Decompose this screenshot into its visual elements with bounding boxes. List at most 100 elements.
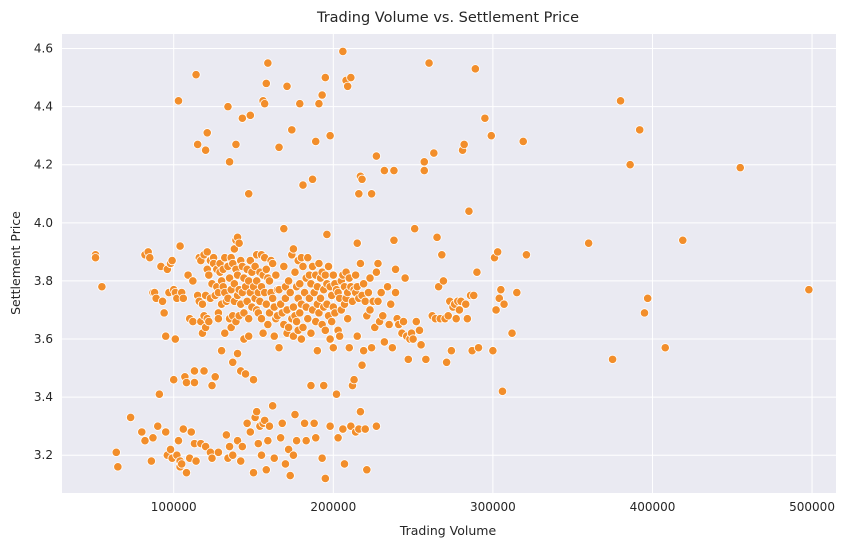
- tick-labels: 100000 200000 300000 400000 500000 3.2 3.4 3.6 3…: [34, 42, 835, 514]
- data-point: [296, 334, 306, 344]
- data-point: [181, 468, 192, 478]
- data-point: [314, 99, 324, 109]
- data-point: [223, 102, 233, 112]
- data-point: [245, 110, 255, 120]
- data-point: [328, 343, 338, 353]
- data-point: [253, 439, 263, 449]
- data-point: [442, 357, 452, 367]
- data-point: [236, 456, 246, 466]
- data-point: [201, 145, 211, 155]
- data-point: [615, 96, 626, 106]
- data-point: [376, 287, 386, 298]
- data-point: [349, 375, 359, 385]
- data-point: [389, 235, 399, 245]
- data-point: [287, 125, 297, 135]
- data-point: [274, 142, 284, 152]
- data-point: [333, 433, 343, 443]
- data-point: [234, 238, 244, 248]
- y-tick-label: 3.6: [34, 332, 53, 346]
- data-point: [320, 72, 330, 83]
- data-point: [486, 131, 496, 141]
- data-point: [309, 418, 319, 428]
- data-point: [437, 250, 447, 260]
- data-point: [271, 270, 281, 280]
- x-tick-label: 100000: [151, 500, 197, 514]
- data-point: [295, 99, 305, 109]
- data-point: [320, 270, 330, 280]
- data-point: [491, 305, 501, 315]
- data-point: [357, 174, 367, 184]
- data-point: [298, 322, 308, 333]
- y-tick-label: 3.4: [34, 390, 53, 404]
- data-point: [169, 375, 179, 385]
- data-point: [306, 380, 316, 391]
- data-point: [343, 314, 353, 324]
- x-tick-label: 300000: [470, 500, 516, 514]
- data-point: [248, 468, 259, 478]
- data-point: [186, 427, 196, 437]
- data-point: [462, 314, 472, 324]
- data-point: [213, 447, 223, 457]
- data-point: [438, 276, 449, 286]
- data-point: [261, 78, 271, 88]
- y-tick-label: 3.8: [34, 274, 53, 288]
- data-point: [295, 308, 305, 318]
- data-point: [400, 273, 410, 283]
- data-point: [188, 276, 198, 286]
- data-point: [111, 447, 121, 457]
- data-point: [175, 241, 185, 251]
- data-point: [387, 343, 397, 353]
- data-point: [268, 258, 278, 269]
- data-point: [390, 264, 401, 274]
- data-point: [461, 299, 471, 309]
- data-point: [507, 328, 517, 338]
- data-point: [344, 343, 354, 353]
- data-point: [258, 328, 268, 338]
- data-point: [189, 366, 200, 376]
- data-point: [497, 386, 508, 396]
- data-point: [193, 139, 203, 149]
- data-point: [260, 99, 270, 109]
- data-point: [290, 267, 300, 277]
- data-point: [285, 287, 295, 298]
- data-point: [256, 314, 267, 324]
- data-point: [137, 427, 147, 437]
- data-point: [421, 354, 431, 364]
- data-point: [256, 450, 267, 460]
- data-point: [325, 334, 335, 344]
- data-point: [311, 433, 321, 443]
- data-point: [328, 270, 338, 280]
- data-point: [303, 253, 313, 263]
- data-point: [355, 407, 366, 417]
- data-point: [488, 346, 498, 356]
- data-point: [221, 430, 231, 440]
- data-point: [204, 270, 214, 280]
- data-point: [365, 273, 375, 283]
- data-point: [346, 72, 356, 83]
- data-point: [269, 331, 279, 341]
- data-point: [90, 253, 101, 263]
- data-point: [408, 334, 418, 344]
- data-point: [244, 314, 254, 324]
- data-point: [261, 465, 271, 475]
- data-point: [285, 470, 295, 481]
- data-point: [146, 456, 156, 466]
- data-point: [411, 317, 421, 327]
- data-point: [263, 58, 273, 68]
- data-point: [216, 346, 227, 356]
- data-point: [325, 421, 335, 431]
- data-point: [521, 250, 532, 260]
- data-point: [178, 293, 188, 303]
- data-point: [446, 346, 456, 356]
- data-point: [325, 131, 335, 141]
- data-point: [382, 282, 393, 292]
- x-tick-label: 500000: [789, 500, 835, 514]
- data-point: [496, 285, 506, 295]
- data-point: [327, 317, 337, 327]
- data-point: [240, 369, 251, 379]
- data-point: [224, 441, 235, 452]
- data-point: [263, 319, 273, 330]
- data-point: [97, 282, 107, 292]
- data-point: [643, 293, 653, 303]
- data-point: [338, 424, 348, 434]
